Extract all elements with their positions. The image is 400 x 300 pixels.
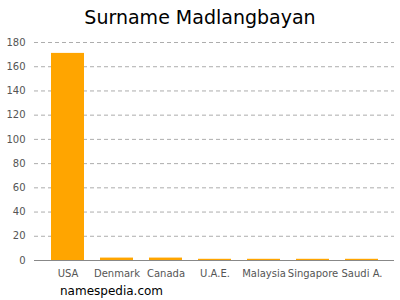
svg-text:140: 140 bbox=[6, 85, 25, 96]
svg-text:60: 60 bbox=[13, 182, 26, 193]
html-text:Surname Madlangbayan: Surname Madlangbayan bbox=[84, 6, 316, 28]
svg-text:180: 180 bbox=[6, 37, 25, 48]
svg-text:Singapore: Singapore bbox=[288, 268, 338, 279]
svg-text:160: 160 bbox=[6, 61, 25, 72]
svg-text:USA: USA bbox=[58, 268, 79, 279]
html-text:namespedia.com: namespedia.com bbox=[60, 284, 163, 298]
svg-text:20: 20 bbox=[13, 230, 26, 241]
svg-text:100: 100 bbox=[6, 134, 25, 145]
svg-text:80: 80 bbox=[13, 158, 26, 169]
svg-text:40: 40 bbox=[13, 206, 26, 217]
svg-text:Canada: Canada bbox=[147, 268, 185, 279]
svg-text:Malaysia: Malaysia bbox=[242, 268, 286, 279]
svg-text:Saudi A.: Saudi A. bbox=[342, 268, 383, 279]
svg-text:U.A.E.: U.A.E. bbox=[200, 268, 230, 279]
svg-text:Denmark: Denmark bbox=[94, 268, 140, 279]
svg-text:120: 120 bbox=[6, 109, 25, 120]
svg-text:0: 0 bbox=[19, 255, 25, 266]
